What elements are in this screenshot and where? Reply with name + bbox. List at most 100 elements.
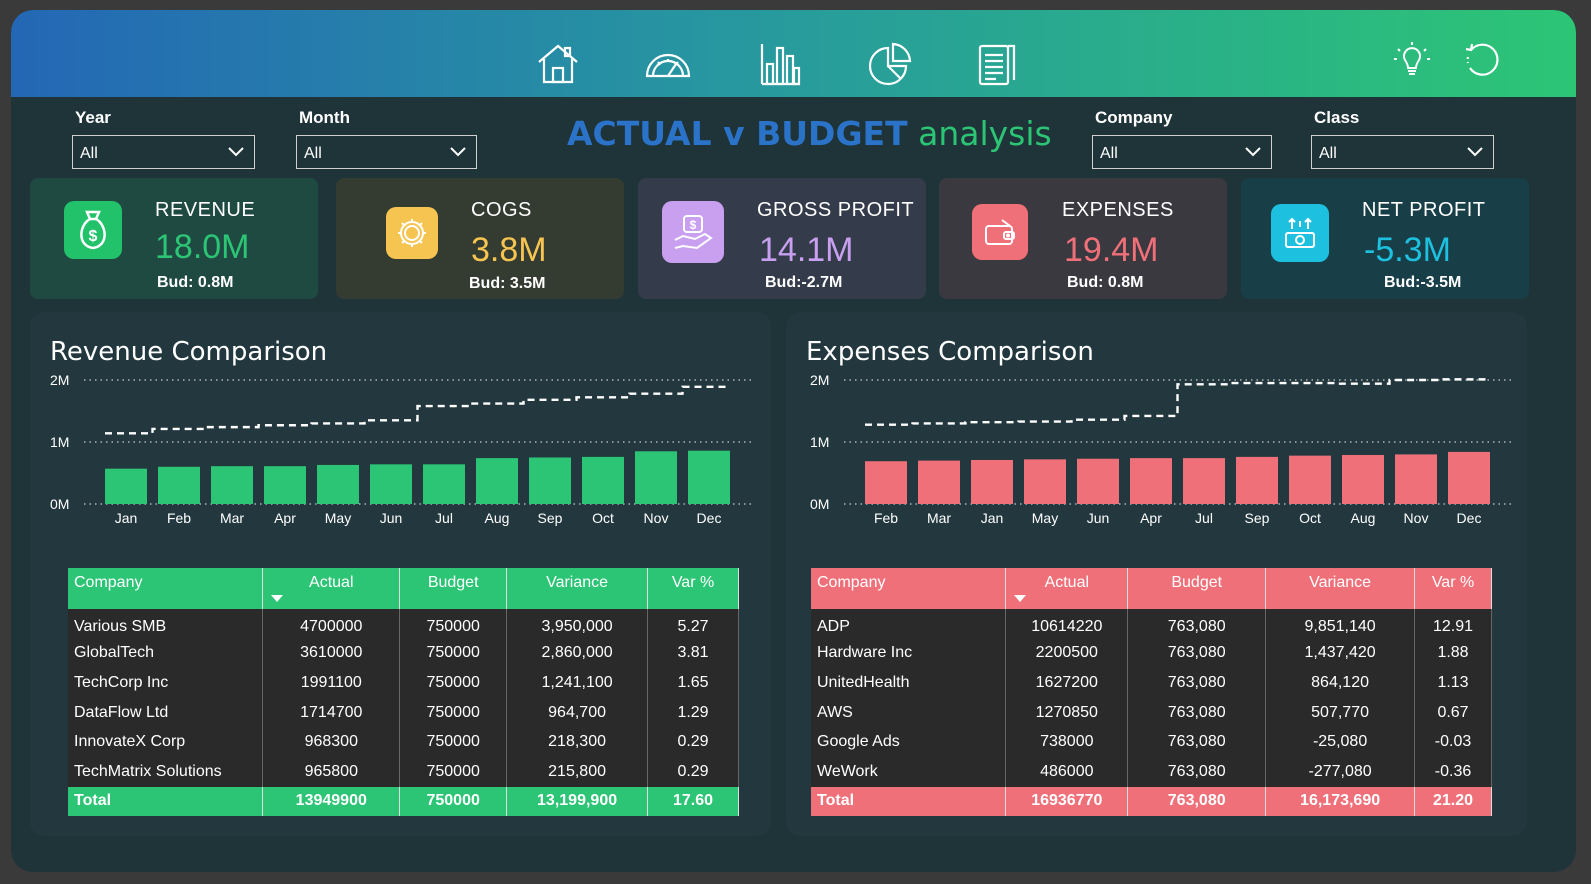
total-row: Total 13949900 750000 13,199,900 17.60 [68,786,739,817]
company-filter-label: Company [1095,108,1173,127]
bar-aug[interactable] [1342,455,1384,504]
bar-jan[interactable] [105,468,147,504]
table-row[interactable]: TechMatrix Solutions 965800 750000 215,800 0… [68,756,739,787]
table-cell: 1,241,100 [506,668,649,698]
bar-may[interactable] [317,464,359,504]
table-cell: 1.29 [647,697,739,728]
table-row[interactable]: UnitedHealth 1627200 763,080 864,120 1.13 [811,668,1492,698]
table-cell: 864,120 [1265,668,1416,698]
pie-chart-icon[interactable] [866,40,914,88]
class-select[interactable]: All [1311,135,1494,169]
table-cell: 3.81 [647,638,739,669]
x-tick-label: Jan [115,510,138,526]
bar-jun[interactable] [370,464,412,504]
total-cell: 17.60 [647,786,739,817]
month-filter-label: Month [299,108,350,127]
table-row[interactable]: InnovateX Corp 968300 750000 218,300 0.29 [68,727,739,757]
table-row[interactable]: AWS 1270850 763,080 507,770 0.67 [811,697,1492,728]
bar-jul[interactable] [1183,458,1225,504]
bar-oct[interactable] [582,456,624,504]
bar-jan[interactable] [971,459,1013,504]
table-row[interactable]: DataFlow Ltd 1714700 750000 964,700 1.29 [68,697,739,728]
column-header-company[interactable]: Company [811,568,1007,609]
x-tick-label: May [1032,510,1058,526]
total-cell: 16,173,690 [1265,786,1416,817]
table-cell: 750000 [399,727,508,757]
table-row[interactable]: GlobalTech 3610000 750000 2,860,000 3.81 [68,638,739,669]
column-header-budget[interactable]: Budget [399,568,508,609]
x-tick-label: Sep [1245,510,1270,526]
column-header-variance[interactable]: Variance [1265,568,1416,609]
table-row[interactable]: WeWork 486000 763,080 -277,080 -0.36 [811,756,1492,787]
bar-mar[interactable] [211,466,253,504]
chevron-down-icon [1245,147,1261,157]
bar-mar[interactable] [918,460,960,504]
table-cell: 215,800 [506,756,649,787]
bar-feb[interactable] [865,461,907,504]
bar-apr[interactable] [1130,458,1172,504]
bar-nov[interactable] [635,451,677,504]
x-tick-label: Nov [644,510,669,526]
bar-dec[interactable] [1448,451,1490,504]
hand-money-icon: $ [662,201,724,263]
sort-desc-icon[interactable] [1014,595,1027,602]
kpi-card-revenue: $ REVENUE 18.0M Bud: 0.8M [30,178,318,299]
bar-oct[interactable] [1289,455,1331,504]
bar-jun[interactable] [1077,458,1119,504]
bar-jul[interactable] [423,464,465,504]
table-cell: 750000 [399,697,508,728]
column-header-var[interactable]: Var % [1414,568,1492,609]
table-row[interactable]: Google Ads 738000 763,080 -25,080 -0.03 [811,727,1492,757]
bar-sep[interactable] [529,457,571,505]
x-tick-label: Dec [697,510,722,526]
table-row[interactable]: Various SMB 4700000 750000 3,950,000 5.27 [68,609,739,639]
kpi-cogs-value: 3.8M [471,231,547,269]
gauge-icon[interactable] [644,40,692,88]
column-header-variance[interactable]: Variance [506,568,649,609]
table-cell: 763,080 [1127,668,1267,698]
company-select[interactable]: All [1092,135,1272,169]
x-tick-label: Apr [1140,510,1162,526]
table-cell: 9,851,140 [1265,609,1416,639]
refresh-icon[interactable] [1463,40,1503,80]
column-header-actual[interactable]: Actual [262,568,401,609]
table-cell: TechMatrix Solutions [68,756,264,787]
column-header-company[interactable]: Company [68,568,264,609]
total-cell: 750000 [399,786,508,817]
sort-desc-icon[interactable] [271,595,284,602]
column-header-var[interactable]: Var % [647,568,739,609]
kpi-revenue-label: REVENUE [155,199,256,221]
month-select[interactable]: All [296,135,477,169]
bar-feb[interactable] [158,466,200,504]
x-tick-label: Feb [874,510,898,526]
column-header-actual[interactable]: Actual [1005,568,1129,609]
table-cell: 4700000 [262,609,401,639]
table-cell: 2200500 [1005,638,1129,669]
home-icon[interactable] [534,40,582,88]
x-tick-label: Jul [1195,510,1213,526]
bar-aug[interactable] [476,458,518,504]
bar-apr[interactable] [264,466,306,504]
kpi-card-gross-profit: $ GROSS PROFIT 14.1M Bud:-2.7M [638,178,926,299]
table-cell: UnitedHealth [811,668,1007,698]
year-select[interactable]: All [72,135,255,169]
bar-may[interactable] [1024,459,1066,504]
kpi-cogs-label: COGS [471,199,532,221]
table-cell: Hardware Inc [811,638,1007,669]
kpi-gross-profit-value: 14.1M [759,231,854,269]
year-select-value: All [80,145,98,162]
table-row[interactable]: ADP 10614220 763,080 9,851,140 12.91 [811,609,1492,639]
table-cell: 763,080 [1127,697,1267,728]
y-tick-label: 2M [810,372,829,388]
report-icon[interactable] [974,40,1022,88]
column-header-budget[interactable]: Budget [1127,568,1267,609]
table-row[interactable]: Hardware Inc 2200500 763,080 1,437,420 1.88 [811,638,1492,669]
y-tick-label: 0M [810,496,829,512]
bar-dec[interactable] [688,450,730,504]
expenses-comparison-panel: Expenses Comparison 0M 1M 2M Feb Mar Jan May Ju… [786,312,1527,836]
table-row[interactable]: TechCorp Inc 1991100 750000 1,241,100 1.65 [68,668,739,698]
bar-sep[interactable] [1236,456,1278,504]
lightbulb-icon[interactable] [1392,40,1432,80]
bar-nov[interactable] [1395,454,1437,504]
bar-chart-icon[interactable] [756,40,804,88]
